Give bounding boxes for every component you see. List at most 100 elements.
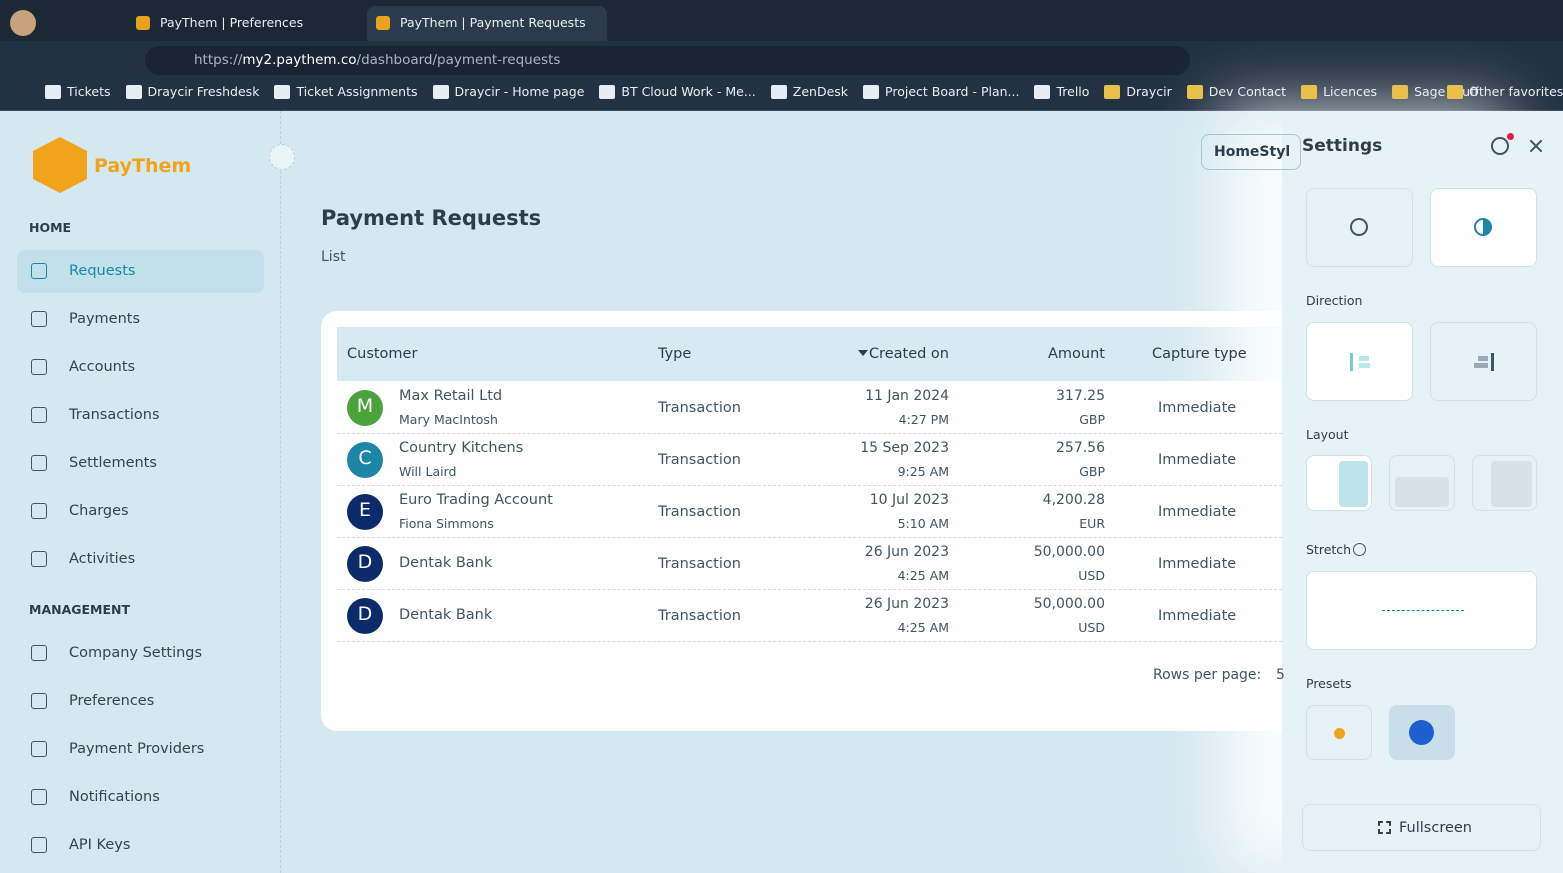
customer-avatar	[347, 442, 383, 478]
nav-item[interactable]: Payments	[69, 311, 141, 327]
customer-name[interactable]: Euro Trading Account	[399, 492, 553, 508]
fullscreen-button[interactable]	[1302, 804, 1541, 851]
option-card[interactable]	[1306, 705, 1372, 760]
type: Transaction	[658, 504, 741, 520]
type: Transaction	[658, 400, 741, 416]
bookmark[interactable]: Dev Contact	[1208, 84, 1287, 99]
tab-icon	[376, 16, 390, 30]
tab[interactable]	[127, 6, 365, 41]
direction-label: Direction	[1306, 293, 1363, 308]
preset-dot	[1334, 728, 1345, 739]
type: Transaction	[658, 608, 741, 624]
rows-per-page-label: Rows per page:	[1153, 667, 1262, 683]
avatar-initial: M	[356, 395, 374, 417]
option-card[interactable]	[1306, 188, 1413, 267]
capture-type: Immediate	[1158, 556, 1237, 572]
section-title: HOME	[29, 220, 72, 235]
created-date: 26 Jun 2023	[864, 596, 949, 612]
created-time: 9:25 AM	[897, 464, 949, 479]
amount: 257.56	[1056, 440, 1105, 456]
nav-item[interactable]: API Keys	[69, 837, 131, 853]
bookmark[interactable]: Draycir - Home page	[454, 84, 585, 99]
nav-item[interactable]: Settlements	[69, 455, 157, 471]
nav-item[interactable]: Accounts	[69, 359, 136, 375]
option-card[interactable]	[1430, 322, 1537, 401]
bookmark-icon	[1301, 85, 1318, 99]
homestyle-button[interactable]	[1201, 134, 1301, 170]
tab-active[interactable]	[367, 6, 607, 41]
amount: 4,200.28	[1042, 492, 1105, 508]
table-header	[337, 327, 1321, 381]
customer-contact: Will Laird	[399, 464, 457, 479]
bookmark[interactable]: Tickets	[67, 84, 111, 99]
column-header[interactable]: Customer	[347, 346, 418, 362]
option-card[interactable]	[1472, 455, 1537, 511]
nav-icon	[31, 789, 47, 805]
created-time: 4:25 AM	[897, 568, 949, 583]
other-favorites[interactable]: Other favorites	[1469, 84, 1563, 99]
currency: GBP	[1079, 412, 1105, 427]
nav-item[interactable]: Activities	[69, 551, 136, 567]
nav-item[interactable]: Requests	[69, 263, 136, 279]
row-divider	[337, 537, 1282, 538]
nav-item[interactable]: Company Settings	[69, 645, 203, 661]
customer-name[interactable]: Max Retail Ltd	[399, 388, 503, 404]
amount: 50,000.00	[1033, 596, 1105, 612]
avatar	[10, 10, 36, 36]
bookmark[interactable]: Licences	[1323, 84, 1378, 99]
section-title: MANAGEMENT	[29, 602, 131, 617]
bookmark[interactable]: Draycir	[1126, 84, 1172, 99]
option-card[interactable]	[1389, 455, 1455, 511]
nav-icon	[31, 645, 47, 661]
column-header[interactable]: Type	[658, 346, 692, 362]
created-time: 4:27 PM	[898, 412, 949, 427]
page-title: Payment Requests	[321, 206, 542, 230]
layout-preview	[1491, 461, 1532, 507]
info-icon	[1353, 543, 1366, 556]
bookmark-icon	[1392, 85, 1409, 99]
created-time: 5:10 AM	[897, 516, 949, 531]
bookmark[interactable]: Trello	[1056, 84, 1090, 99]
mode-icon	[1474, 218, 1492, 236]
nav-item[interactable]: Transactions	[69, 407, 160, 423]
fullscreen-icon	[1378, 821, 1391, 834]
nav-icon	[31, 741, 47, 757]
customer-name[interactable]: Dentak Bank	[399, 555, 493, 571]
direction-icon	[1350, 353, 1370, 371]
bookmark[interactable]: Project Board - Plan...	[885, 84, 1020, 99]
bookmark[interactable]: ZenDesk	[792, 84, 849, 99]
collapse-button[interactable]	[269, 144, 295, 170]
customer-name[interactable]: Dentak Bank	[399, 607, 493, 623]
tab-title[interactable]: PayThem | Payment Requests	[400, 15, 586, 30]
nav-item[interactable]: Charges	[69, 503, 129, 519]
layout-preview	[1339, 461, 1368, 507]
preset-dot	[1409, 720, 1434, 745]
sort-icon	[858, 350, 868, 356]
bookmark-icon	[770, 85, 787, 99]
bookmark[interactable]: Ticket Assignments	[296, 84, 418, 99]
column-header[interactable]: Capture type	[1152, 346, 1247, 362]
column-header: Amount	[1048, 346, 1105, 362]
nav-item[interactable]: Preferences	[69, 693, 155, 709]
currency: USD	[1078, 620, 1105, 635]
nav-active[interactable]	[17, 250, 264, 293]
mode-icon	[1350, 218, 1368, 236]
bookmark-icon	[432, 85, 449, 99]
direction-icon	[1474, 353, 1494, 371]
avatar-initial: D	[357, 551, 373, 573]
reset-button[interactable]	[1491, 137, 1509, 155]
brand: PayThem	[94, 155, 192, 177]
address-bar[interactable]	[145, 46, 1190, 75]
customer-name[interactable]: Country Kitchens	[399, 440, 524, 456]
fullscreen-label: Fullscreen	[1399, 820, 1472, 836]
row-divider	[337, 433, 1282, 434]
nav-item[interactable]: Notifications	[69, 789, 160, 805]
bookmark[interactable]: BT Cloud Work - Me...	[621, 84, 756, 99]
presets-label: Presets	[1306, 676, 1352, 691]
avatar-initial: D	[357, 603, 373, 625]
nav-item[interactable]: Payment Providers	[69, 741, 205, 757]
tab-title[interactable]: PayThem | Preferences	[160, 15, 304, 30]
rows-per-page-value[interactable]: 5	[1276, 667, 1285, 683]
bookmark[interactable]: Draycir Freshdesk	[147, 84, 260, 99]
